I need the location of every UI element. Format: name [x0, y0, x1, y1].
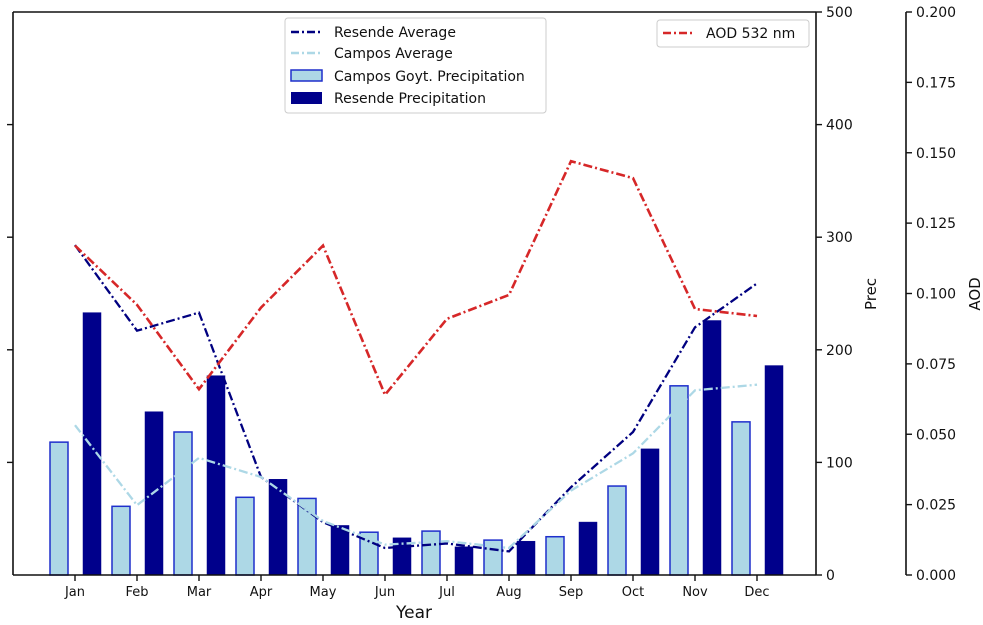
- line-resende-average: [74, 244, 758, 553]
- bar-campos-goyt-precipitation-apr: [235, 496, 255, 576]
- bar-campos-goyt-precipitation-jul: [421, 530, 441, 576]
- aod-axis-label: AOD: [966, 277, 983, 310]
- prec-tick-label-500: 500: [826, 5, 853, 21]
- x-tick-label-feb: Feb: [125, 585, 148, 600]
- prec-tick-label-100: 100: [826, 455, 853, 471]
- bar-resende-precipitation-mar: [206, 375, 226, 576]
- aod-tick-label-0.175: 0.175: [916, 75, 956, 91]
- legend-main-box: [284, 17, 547, 114]
- aod-tick-label-0.200: 0.200: [916, 5, 956, 21]
- bar-resende-precipitation-jan: [82, 312, 102, 576]
- prec-tick-label-300: 300: [826, 230, 853, 246]
- aod-tick-label-0.125: 0.125: [916, 216, 956, 232]
- bar-campos-goyt-precipitation-dec: [731, 421, 751, 576]
- legend-resende-precip-swatch: [291, 92, 322, 104]
- aod-tick-label-0.050: 0.050: [916, 427, 956, 443]
- prec-axis-ticks: 0 100 200 300 400 500: [816, 5, 853, 584]
- x-axis-label: Year: [395, 603, 432, 623]
- left-axis-ticks: [7, 123, 13, 464]
- bar-campos-goyt-precipitation-may: [297, 497, 317, 576]
- bar-resende-precipitation-aug: [516, 540, 536, 576]
- bar-campos-goyt-precipitation-feb: [111, 505, 131, 576]
- bar-resende-precipitation-nov: [702, 320, 722, 576]
- prec-tick-label-200: 200: [826, 343, 853, 359]
- legend-main: Resende Average Campos Average Campos Go…: [284, 17, 547, 114]
- x-tick-label-may: May: [310, 585, 337, 600]
- legend-aod: AOD 532 nm: [656, 19, 810, 48]
- legend-aod-label: AOD 532 nm: [706, 26, 795, 42]
- prec-axis-label: Prec: [862, 278, 880, 310]
- bar-campos-goyt-precipitation-mar: [173, 431, 193, 576]
- x-tick-label-nov: Nov: [682, 585, 708, 600]
- legend-campos-average-label: Campos Average: [334, 46, 453, 62]
- legend-resende-precip-label: Resende Precipitation: [334, 91, 486, 107]
- legend-aod-box: [656, 19, 810, 48]
- bar-resende-precipitation-jul: [454, 546, 474, 576]
- legend-campos-precip-label: Campos Goyt. Precipitation: [334, 69, 525, 85]
- x-tick-label-jun: Jun: [374, 585, 395, 600]
- x-tick-label-jan: Jan: [64, 585, 85, 600]
- bar-campos-goyt-precipitation-sep: [545, 535, 565, 576]
- bars-layer: [49, 312, 784, 576]
- aod-tick-label-0.075: 0.075: [916, 357, 956, 373]
- x-tick-label-sep: Sep: [559, 585, 584, 600]
- aod-tick-label-0.150: 0.150: [916, 146, 956, 162]
- x-tick-label-dec: Dec: [744, 585, 769, 600]
- x-tick-label-aug: Aug: [496, 585, 521, 600]
- aod-tick-label-0.000: 0.000: [916, 568, 956, 584]
- x-tick-label-mar: Mar: [187, 585, 212, 600]
- x-tick-label-oct: Oct: [622, 585, 644, 600]
- legend-campos-precip-swatch: [290, 69, 323, 82]
- line-campos-average: [74, 383, 758, 550]
- bar-resende-precipitation-sep: [578, 521, 598, 576]
- lines-layer: [74, 159, 758, 553]
- aod-tick-label-0.100: 0.100: [916, 287, 956, 303]
- x-axis-ticks: Jan Feb Mar Apr May Jun Jul Aug Sep Oct Nov Dec: [64, 575, 770, 600]
- x-tick-label-apr: Apr: [250, 585, 273, 600]
- prec-tick-label-0: 0: [826, 568, 835, 584]
- bar-resende-precipitation-oct: [640, 448, 660, 576]
- aod-tick-label-0.025: 0.025: [916, 498, 956, 514]
- legend-resende-average-label: Resende Average: [334, 25, 456, 41]
- bar-resende-precipitation-dec: [764, 365, 784, 576]
- x-tick-label-jul: Jul: [438, 585, 455, 600]
- prec-tick-label-400: 400: [826, 118, 853, 134]
- line-aod-532-nm: [74, 159, 758, 398]
- bar-campos-goyt-precipitation-oct: [607, 485, 627, 576]
- aod-axis-ticks: 0.000 0.025 0.050 0.075 0.100 0.125 0.150 0.175…: [906, 5, 956, 584]
- bar-campos-goyt-precipitation-jan: [49, 441, 69, 576]
- bar-campos-goyt-precipitation-nov: [669, 385, 689, 576]
